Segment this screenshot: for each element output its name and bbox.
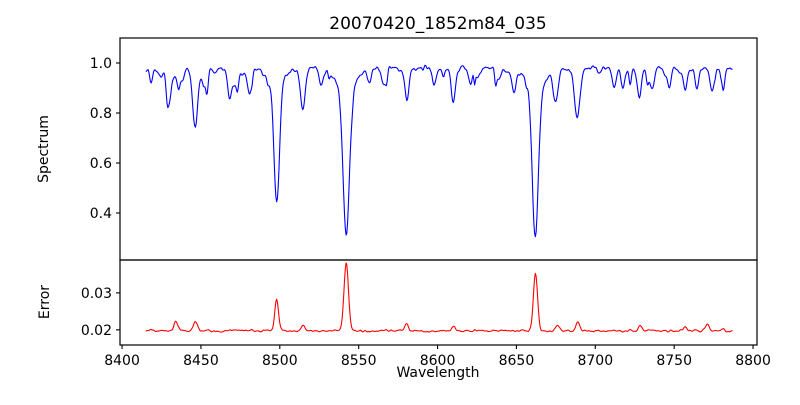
x-axis-label: Wavelength (396, 365, 479, 381)
x-tick-label: 8650 (499, 353, 535, 369)
y-axis-label-spectrum: Spectrum (36, 115, 52, 183)
x-tick-label: 8800 (735, 353, 771, 369)
x-tick-label: 8400 (104, 353, 140, 369)
error-line (145, 262, 733, 333)
x-tick-label: 8500 (262, 353, 298, 369)
spectrum-line (145, 64, 733, 238)
y-tick-label: 0.6 (90, 156, 112, 172)
chart-title: 20070420_1852m84_035 (329, 14, 546, 34)
y-tick-label: 0.8 (90, 106, 112, 122)
bottom-axes-frame (119, 259, 758, 346)
x-tick-label: 8700 (577, 353, 613, 369)
y-tick-label: 0.03 (81, 286, 112, 302)
y-tick-label: 0.4 (90, 206, 112, 222)
x-tick-label: 8750 (656, 353, 692, 369)
x-tick-label: 8600 (420, 353, 456, 369)
y-axis-label-error: Error (37, 285, 53, 319)
x-tick-label: 8450 (183, 353, 219, 369)
y-tick-label: 1.0 (90, 56, 112, 72)
axis-ticks: 0.4 0.6 0.8 1.0 0.02 0.03 8400 8450 8500 8550 8600… (81, 56, 771, 369)
y-tick-label: 0.02 (81, 323, 112, 339)
data-lines (145, 64, 733, 333)
x-tick-label: 8550 (341, 353, 377, 369)
axes-frames (119, 37, 758, 346)
